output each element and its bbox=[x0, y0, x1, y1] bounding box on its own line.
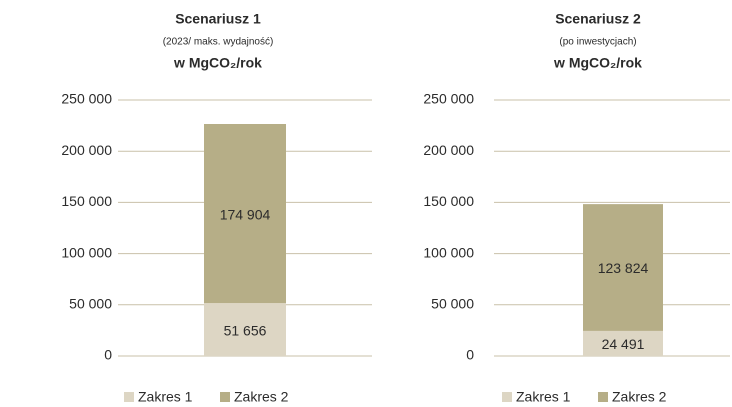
legend-swatch bbox=[220, 392, 230, 402]
data-label: 174 904 bbox=[220, 206, 271, 222]
bar-segment bbox=[204, 303, 286, 356]
chart-title: Scenariusz 1 bbox=[175, 11, 261, 27]
bar-segment bbox=[204, 124, 286, 304]
y-tick-label: 50 000 bbox=[69, 296, 112, 312]
chart-unit: w MgCO₂/rok bbox=[553, 55, 642, 71]
legend-swatch bbox=[502, 392, 512, 402]
y-tick-label: 50 000 bbox=[431, 296, 474, 312]
data-label: 123 824 bbox=[598, 260, 649, 276]
chart-unit: w MgCO₂/rok bbox=[173, 55, 262, 71]
y-tick-label: 250 000 bbox=[423, 91, 474, 107]
legend-swatch bbox=[124, 392, 134, 402]
legend-label: Zakres 2 bbox=[234, 389, 289, 405]
bar-segment bbox=[583, 204, 663, 331]
y-tick-label: 200 000 bbox=[423, 142, 474, 158]
bar-segment bbox=[583, 330, 663, 356]
data-label: 24 491 bbox=[602, 336, 645, 352]
chart-subtitle: (2023/ maks. wydajność) bbox=[163, 37, 274, 48]
y-tick-label: 150 000 bbox=[423, 193, 474, 209]
y-tick-label: 250 000 bbox=[61, 91, 112, 107]
y-tick-label: 100 000 bbox=[61, 244, 112, 260]
y-tick-label: 0 bbox=[104, 347, 112, 363]
y-tick-label: 150 000 bbox=[61, 193, 112, 209]
legend-label: Zakres 1 bbox=[516, 389, 571, 405]
chart-title: Scenariusz 2 bbox=[555, 11, 641, 27]
y-tick-label: 0 bbox=[466, 347, 474, 363]
y-tick-label: 100 000 bbox=[423, 244, 474, 260]
data-label: 51 656 bbox=[224, 322, 267, 338]
chart-subtitle: (po inwestycjach) bbox=[559, 37, 636, 48]
legend-swatch bbox=[598, 392, 608, 402]
legend-label: Zakres 2 bbox=[612, 389, 667, 405]
y-tick-label: 200 000 bbox=[61, 142, 112, 158]
legend-label: Zakres 1 bbox=[138, 389, 193, 405]
